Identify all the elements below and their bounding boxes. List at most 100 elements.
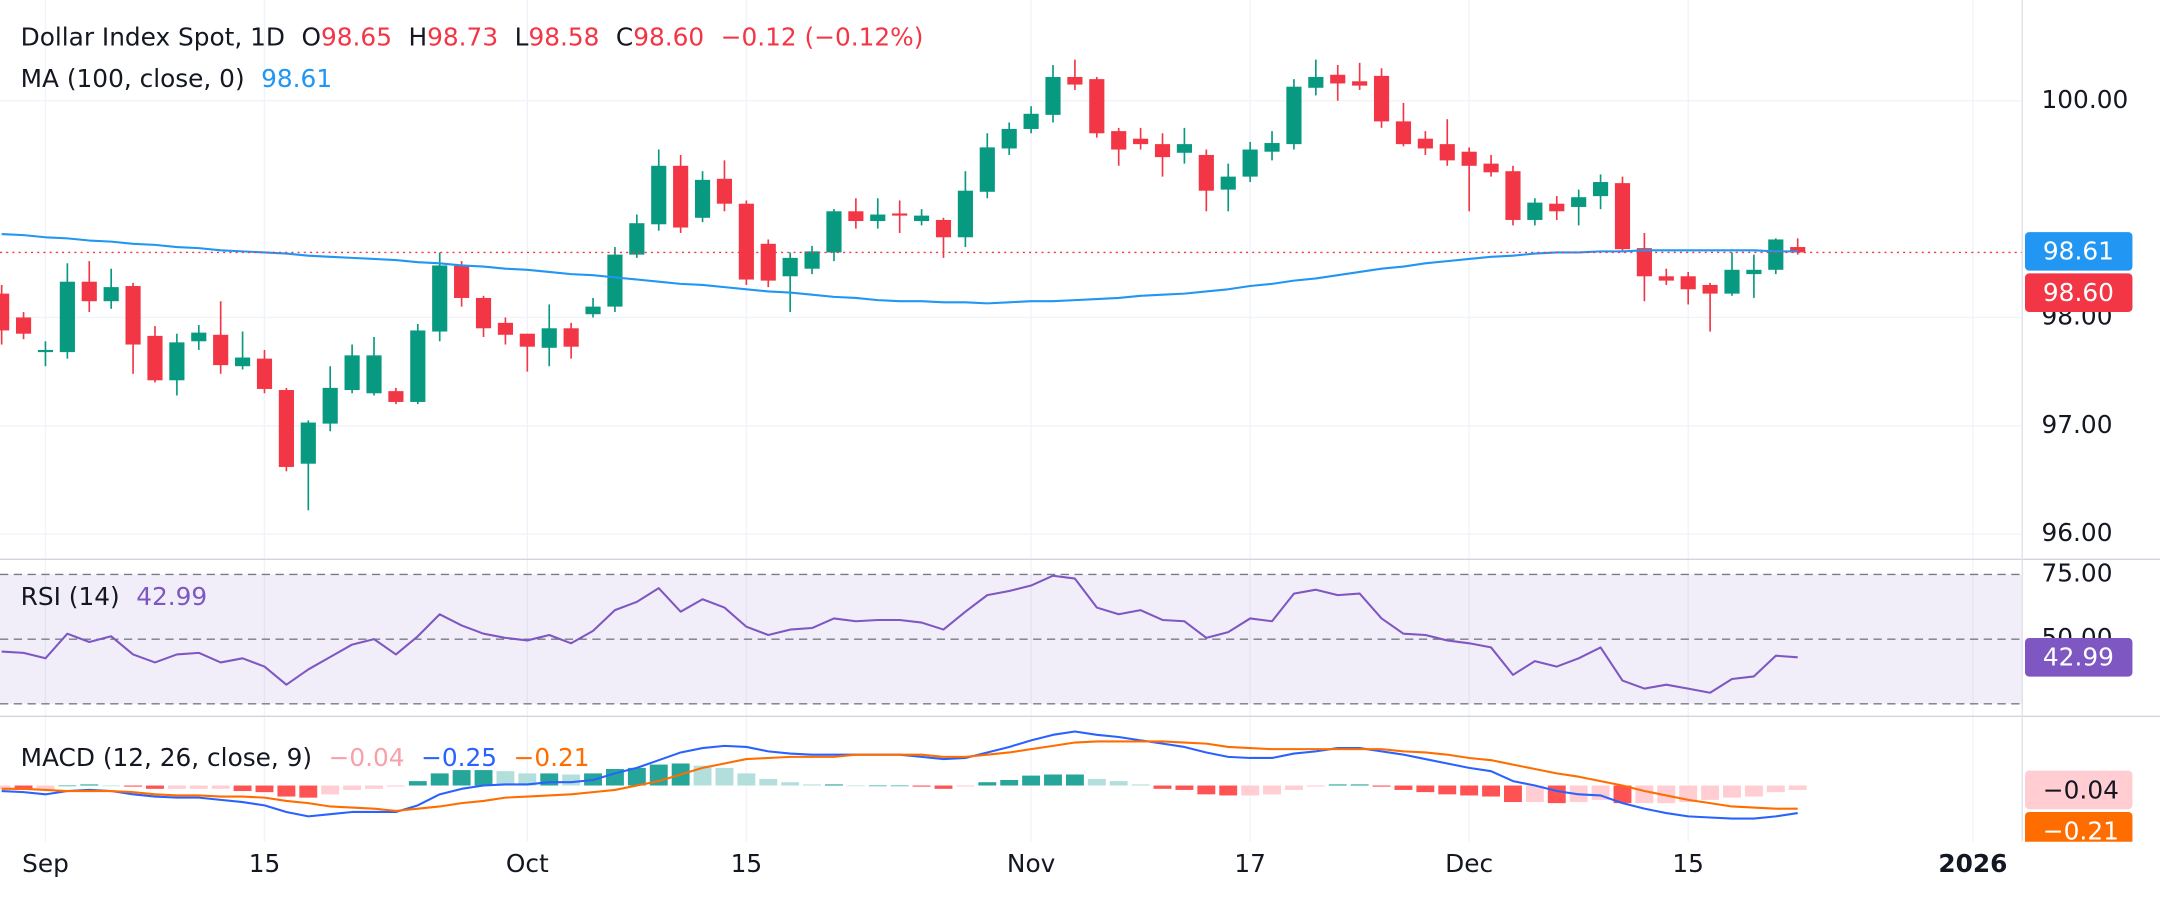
- candle-body: [826, 211, 842, 253]
- histogram-bar: [1788, 785, 1807, 790]
- candle-body: [673, 165, 689, 228]
- candle-body: [541, 328, 557, 348]
- candle-body: [1614, 183, 1631, 250]
- candle-body: [235, 357, 251, 367]
- signal-label-text: −0.21: [2043, 817, 2119, 846]
- histogram-bar: [562, 774, 581, 786]
- candle-body: [1154, 144, 1171, 158]
- histogram-bar: [386, 785, 405, 787]
- candle-body: [651, 165, 667, 225]
- price-label-text: 98.60: [2043, 278, 2114, 307]
- x-tick-label: 2026: [1938, 849, 2007, 878]
- candle-body: [1571, 197, 1587, 207]
- histogram-bar: [1065, 774, 1084, 786]
- candle-body: [1352, 81, 1368, 86]
- rsi-pane: [0, 573, 2023, 705]
- candle-body: [256, 358, 273, 389]
- y-tick-label: 100.00: [2042, 85, 2129, 114]
- histogram-bar: [1153, 785, 1172, 789]
- histogram-bar: [1460, 785, 1479, 796]
- y-tick-label: 97.00: [2042, 410, 2113, 439]
- histogram-bar: [1701, 785, 1720, 800]
- histogram-bar: [1372, 785, 1391, 787]
- candle-body: [1790, 247, 1806, 253]
- candle-body: [497, 322, 513, 335]
- candle-body: [366, 355, 382, 394]
- histogram-bar: [277, 785, 296, 797]
- histogram-bar: [58, 785, 77, 787]
- histogram-bar: [1723, 785, 1741, 798]
- histogram-bar: [1525, 785, 1544, 803]
- legend-value: −0.04: [329, 743, 405, 772]
- candle-body: [738, 203, 754, 280]
- histogram-bar: [1504, 785, 1522, 803]
- histogram-bar: [912, 785, 931, 787]
- x-tick-label: Sep: [22, 849, 69, 878]
- candle-body: [191, 332, 207, 342]
- histogram-bar: [1241, 785, 1260, 796]
- candle-body: [300, 422, 316, 464]
- legend-line: MACD (12, 26, close, 9) −0.04 −0.25 −0.21: [21, 743, 590, 772]
- candle-body: [103, 287, 119, 302]
- histogram-bar: [255, 785, 274, 793]
- histogram-bar: [781, 782, 800, 786]
- candle-body: [1198, 154, 1214, 191]
- candle-body: [59, 281, 75, 353]
- candle-body: [782, 257, 798, 277]
- histogram-bar: [299, 785, 318, 798]
- histogram-bar: [365, 785, 383, 789]
- candle-body: [1549, 203, 1565, 212]
- histogram-bar: [1613, 785, 1632, 804]
- histogram-bar: [189, 785, 208, 789]
- candle-body: [1308, 76, 1324, 88]
- candle-body: [1461, 151, 1477, 166]
- histogram-bar: [1744, 785, 1763, 797]
- candle-body: [760, 243, 776, 281]
- ohlc-value: 98.58: [528, 23, 599, 52]
- candle-body: [1746, 269, 1762, 275]
- histogram-bar: [693, 765, 712, 786]
- ohlc-key: H: [409, 23, 428, 52]
- histogram-bar: [343, 785, 362, 790]
- histogram-bar: [1087, 778, 1106, 786]
- candle-body: [629, 223, 645, 255]
- histogram-label-text: −0.04: [2043, 775, 2119, 804]
- histogram-bar: [1482, 785, 1501, 797]
- candle-body: [0, 293, 10, 331]
- histogram-bar: [1197, 785, 1216, 795]
- legend-value: 98.61: [261, 64, 332, 93]
- rsi-line: [1, 574, 1798, 694]
- histogram-bar: [430, 773, 449, 786]
- candle-body: [1658, 276, 1674, 281]
- histogram-bar: [211, 785, 230, 789]
- x-tick-label: 15: [731, 849, 763, 878]
- histogram-bar: [1131, 784, 1150, 786]
- candle-body: [1593, 182, 1609, 197]
- histogram-bar: [518, 773, 537, 786]
- legend-value: 42.99: [136, 582, 207, 611]
- y-tick-label: 75.00: [2042, 558, 2113, 587]
- candle-body: [935, 219, 952, 238]
- histogram-bar: [496, 771, 515, 786]
- histogram-bar: [1350, 784, 1369, 786]
- candle-body: [848, 211, 864, 222]
- candle-body: [410, 330, 426, 402]
- histogram-bar: [474, 770, 493, 786]
- histogram-bar: [1394, 785, 1413, 790]
- candle-body: [454, 265, 470, 298]
- candle-body: [1505, 171, 1521, 220]
- candle-body: [957, 190, 973, 238]
- candle-body: [1527, 202, 1543, 220]
- legend-value: −0.21: [514, 743, 590, 772]
- ohlc-key: L: [515, 23, 529, 52]
- histogram-bar: [408, 781, 427, 786]
- candle-body: [322, 387, 338, 424]
- histogram-bar: [1219, 785, 1238, 796]
- macd-axis: −0.04 −0.21: [2025, 770, 2133, 846]
- symbol-title: Dollar Index Spot, 1D: [21, 23, 285, 52]
- histogram-bar: [890, 785, 909, 787]
- price-label-box: [2025, 273, 2133, 312]
- x-tick-label: 15: [1672, 849, 1704, 878]
